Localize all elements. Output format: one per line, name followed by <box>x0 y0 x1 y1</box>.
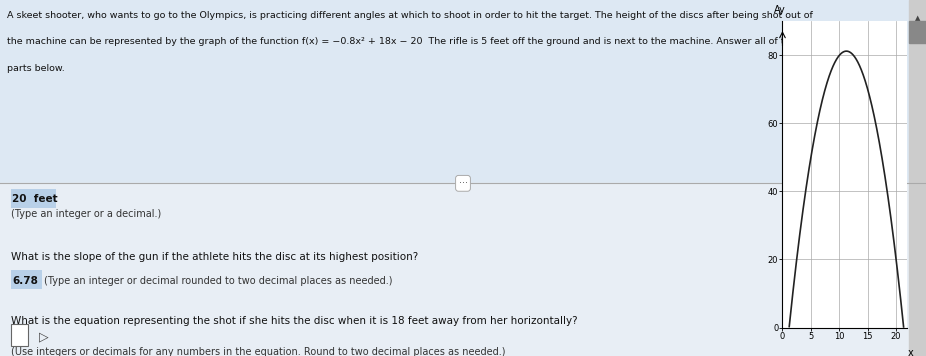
Text: (Use integers or decimals for any numbers in the equation. Round to two decimal : (Use integers or decimals for any number… <box>11 347 506 356</box>
Bar <box>0 0 926 183</box>
Text: ···: ··· <box>458 178 468 188</box>
Text: Ay: Ay <box>774 5 785 15</box>
Text: ▷: ▷ <box>39 330 48 343</box>
Text: (Type an integer or a decimal.): (Type an integer or a decimal.) <box>11 209 161 219</box>
Bar <box>0 183 926 356</box>
Text: 6.78: 6.78 <box>12 276 38 286</box>
Text: (Type an integer or decimal rounded to two decimal places as needed.): (Type an integer or decimal rounded to t… <box>44 276 393 286</box>
Bar <box>909 0 926 356</box>
Text: x: x <box>907 348 913 356</box>
Text: ▲: ▲ <box>915 15 920 21</box>
Bar <box>11 270 42 289</box>
Text: What is the equation representing the shot if she hits the disc when it is 18 fe: What is the equation representing the sh… <box>11 316 578 326</box>
Text: 20  feet: 20 feet <box>12 194 57 204</box>
Bar <box>11 324 28 346</box>
Bar <box>909 21 926 43</box>
Text: What is the slope of the gun if the athlete hits the disc at its highest positio: What is the slope of the gun if the athl… <box>11 252 419 262</box>
Text: A skeet shooter, who wants to go to the Olympics, is practicing different angles: A skeet shooter, who wants to go to the … <box>7 11 813 20</box>
Bar <box>11 189 56 208</box>
Text: parts below.: parts below. <box>7 64 65 73</box>
Text: the machine can be represented by the graph of the function f(x) = −0.8x² + 18x : the machine can be represented by the gr… <box>7 37 796 46</box>
